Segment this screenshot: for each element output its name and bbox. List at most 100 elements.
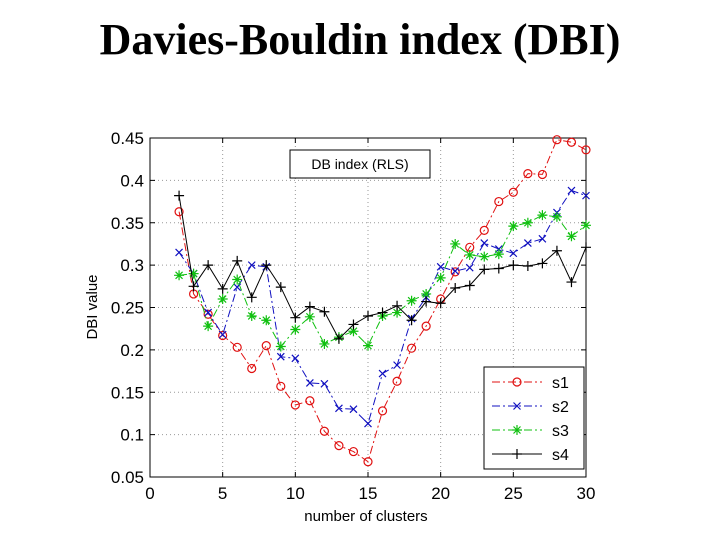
star-marker (406, 295, 417, 306)
data-point (217, 283, 228, 294)
plus-marker (377, 307, 388, 318)
data-point (523, 239, 532, 248)
x-axis-label: number of clusters (304, 508, 427, 525)
y-tick-label: 0.35 (111, 214, 144, 233)
x-marker (436, 262, 445, 271)
star-marker (188, 268, 199, 279)
data-point (512, 377, 522, 387)
data-point (450, 267, 460, 277)
data-point (567, 186, 576, 195)
data-point (203, 309, 213, 319)
data-point (551, 211, 562, 222)
x-tick-label: 20 (431, 484, 450, 503)
plus-marker (450, 283, 461, 294)
data-point (537, 258, 548, 269)
data-point (304, 311, 315, 322)
data-point (363, 340, 373, 351)
data-point (261, 341, 271, 351)
data-point (304, 301, 315, 312)
star-marker (290, 324, 301, 335)
data-point (363, 310, 373, 321)
star-marker (581, 220, 591, 231)
data-point (218, 330, 227, 339)
x-marker (305, 379, 314, 387)
x-marker (451, 267, 460, 275)
data-point (392, 300, 403, 311)
data-point (377, 307, 388, 318)
legend-label: s1 (552, 375, 569, 392)
x-marker (378, 369, 387, 378)
x-marker (291, 354, 300, 363)
legend-entry: s2 (492, 399, 569, 416)
data-point (232, 274, 243, 285)
circle-marker (247, 363, 257, 374)
plus-marker (493, 263, 504, 274)
plus-marker (217, 283, 228, 294)
data-point (305, 379, 314, 387)
plus-marker (421, 296, 432, 307)
axis-ticks: 0 5 10 15 20 25 30 0.05 0.1 0.15 0.2 0.25 0.3 0.35 0.4… (111, 129, 596, 503)
y-tick-label: 0.05 (111, 468, 144, 487)
data-point (261, 260, 272, 271)
data-point (581, 242, 591, 253)
annotation-box: DB index (RLS) (289, 149, 431, 179)
x-tick-label: 25 (504, 484, 523, 503)
star-marker (348, 326, 359, 337)
circle-marker (479, 225, 489, 235)
plus-marker (551, 245, 562, 256)
data-point (508, 260, 519, 271)
data-point (392, 376, 402, 386)
data-point (247, 363, 257, 374)
x-marker (509, 249, 518, 258)
x-marker (364, 419, 372, 428)
x-marker (276, 352, 285, 361)
plus-marker (246, 292, 257, 303)
data-point (512, 449, 522, 459)
y-tick-label: 0.3 (120, 256, 144, 275)
circle-marker (232, 342, 242, 352)
y-tick-label: 0.45 (111, 129, 144, 148)
data-point (319, 306, 330, 317)
data-point (392, 307, 403, 318)
data-point (566, 277, 577, 288)
x-marker (204, 308, 213, 317)
circle-marker (305, 396, 315, 406)
y-axis-label: DBI value (84, 274, 101, 339)
circle-marker (377, 406, 388, 416)
data-point (319, 338, 330, 349)
x-marker (567, 186, 576, 195)
y-tick-label: 0.1 (120, 426, 144, 445)
data-point (247, 261, 256, 270)
data-point (290, 400, 300, 410)
circle-marker (290, 400, 300, 410)
data-point (290, 312, 301, 323)
plus-marker (304, 301, 315, 312)
data-point (348, 446, 359, 457)
circle-marker (334, 441, 344, 451)
y-tick-label: 0.15 (111, 383, 144, 402)
circle-marker (421, 321, 431, 331)
grid-lines (150, 138, 586, 477)
star-marker (261, 315, 272, 326)
data-point (436, 262, 445, 271)
plus-marker (232, 255, 243, 266)
circle-marker (218, 330, 228, 341)
data-point (509, 249, 518, 258)
plus-marker (512, 449, 522, 459)
x-marker (349, 405, 358, 414)
data-point (522, 217, 533, 228)
data-point (275, 282, 286, 293)
legend: s1 s2 s3 s4 (483, 366, 585, 470)
data-point (522, 260, 533, 271)
data-point (421, 288, 432, 299)
data-point (319, 426, 329, 436)
data-point (451, 267, 460, 275)
data-point (465, 263, 474, 272)
plus-marker (479, 264, 490, 275)
data-point (175, 248, 183, 257)
star-marker (450, 238, 461, 249)
data-point (364, 419, 372, 428)
x-marker (513, 402, 521, 410)
plus-marker (435, 298, 446, 309)
